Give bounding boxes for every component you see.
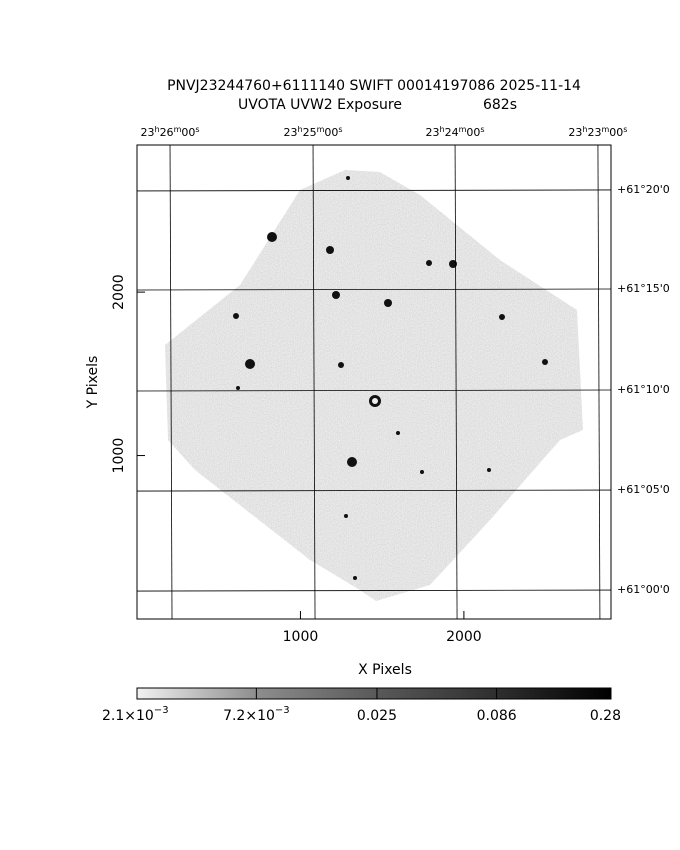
ra-unit: m — [317, 125, 325, 134]
dec-tick-label: +61°00'0 — [617, 583, 670, 596]
colorbar-label: 0.086 — [477, 708, 517, 724]
ra-s: 00 — [466, 126, 480, 139]
star — [449, 260, 457, 268]
ra-grid-line — [597, 144, 601, 620]
colorbar-label: 2.1×10−3 — [102, 705, 169, 724]
ra-unit: m — [174, 125, 182, 134]
ra-unit: h — [154, 125, 159, 134]
star — [332, 291, 340, 299]
ra-unit: m — [459, 125, 467, 134]
star — [353, 576, 357, 580]
star — [426, 260, 432, 266]
ra-unit: h — [298, 125, 303, 134]
ra-grid-line — [312, 144, 316, 620]
y-tick-label: 2000 — [111, 274, 127, 310]
ra-unit: m — [601, 125, 609, 134]
dec-grid-line — [136, 389, 612, 392]
x-tick-label: 1000 — [283, 629, 319, 645]
y-tick-label: 1000 — [111, 438, 127, 474]
star — [245, 359, 255, 369]
star — [420, 470, 424, 474]
dec-grid-line — [136, 489, 612, 492]
colorbar-exponent: −3 — [154, 705, 169, 716]
plot-frame — [136, 144, 612, 620]
star — [372, 398, 378, 404]
star — [396, 431, 400, 435]
ra-grid-line — [169, 144, 173, 620]
ra-tick-label: 23h24m00s — [426, 125, 485, 140]
dec-grid-line — [136, 189, 612, 192]
dec-tick-label: +61°10'0 — [617, 383, 670, 396]
colorbar-label: 0.28 — [590, 708, 621, 724]
dec-grid-line — [136, 589, 612, 592]
star — [344, 514, 348, 518]
ra-unit: s — [480, 125, 484, 134]
ra-unit: h — [440, 125, 445, 134]
dec-tick-label: +61°20'0 — [617, 183, 670, 196]
colorbar-exponent: −3 — [275, 705, 290, 716]
x-tick-label: 2000 — [446, 629, 482, 645]
sky-image — [165, 170, 583, 601]
ra-m: 23 — [587, 126, 601, 139]
ra-h: 23 — [426, 126, 440, 139]
colorbar-mantissa: 0.086 — [477, 708, 517, 724]
colorbar-label: 7.2×10−3 — [223, 705, 290, 724]
subtitle: UVOTA UVW2 Exposure — [238, 97, 402, 113]
star — [347, 457, 357, 467]
ra-h: 23 — [140, 126, 154, 139]
star — [487, 468, 491, 472]
ra-grid-line — [454, 144, 458, 620]
colorbar-label: 0.025 — [357, 708, 397, 724]
ra-m: 24 — [445, 126, 459, 139]
star — [499, 314, 505, 320]
ra-s: 00 — [324, 126, 338, 139]
star — [233, 313, 239, 319]
ra-tick-label: 23h23m00s — [568, 125, 627, 140]
star — [267, 232, 277, 242]
ra-m: 25 — [303, 126, 317, 139]
ra-m: 26 — [160, 126, 174, 139]
title: PNVJ23244760+6111140 SWIFT 00014197086 2… — [167, 78, 581, 94]
ra-h: 23 — [568, 126, 582, 139]
colorbar-mantissa: 7.2×10 — [223, 708, 275, 724]
ra-unit: s — [623, 125, 627, 134]
ra-s: 00 — [181, 126, 195, 139]
star — [542, 359, 548, 365]
star — [326, 246, 334, 254]
ra-unit: h — [582, 125, 587, 134]
star — [236, 386, 240, 390]
colorbar-mantissa: 0.025 — [357, 708, 397, 724]
star — [384, 299, 392, 307]
colorbar — [136, 687, 612, 700]
exposure: 682s — [483, 97, 517, 113]
ra-s: 00 — [609, 126, 623, 139]
star — [338, 362, 344, 368]
y-axis-label: Y Pixels — [85, 356, 101, 410]
dec-tick-label: +61°15'0 — [617, 282, 670, 295]
ra-tick-label: 23h25m00s — [284, 125, 343, 140]
ra-tick-label: 23h26m00s — [140, 125, 199, 140]
x-axis-label: X Pixels — [358, 662, 412, 678]
ra-h: 23 — [284, 126, 298, 139]
star — [346, 176, 350, 180]
colorbar-mantissa: 0.28 — [590, 708, 621, 724]
dec-grid-line — [136, 288, 612, 291]
dec-tick-label: +61°05'0 — [617, 483, 670, 496]
colorbar-mantissa: 2.1×10 — [102, 708, 154, 724]
stars — [233, 176, 548, 580]
ra-unit: s — [338, 125, 342, 134]
ra-unit: s — [195, 125, 199, 134]
